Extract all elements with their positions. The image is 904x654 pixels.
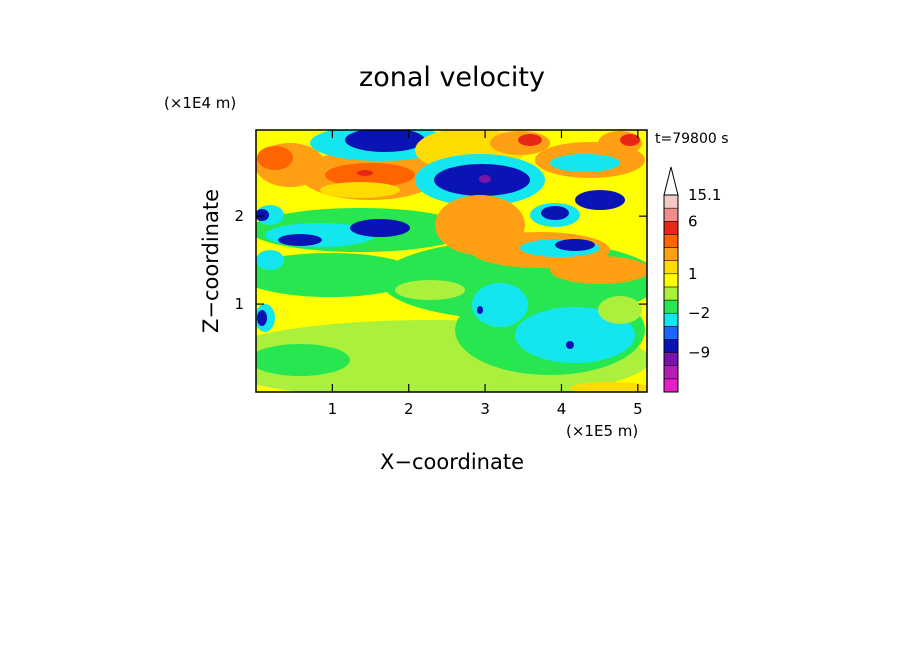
colorbar-band — [663, 194, 679, 209]
time-label: t=79800 s — [655, 131, 729, 147]
colorbar-band — [663, 352, 679, 366]
colorbar-band — [663, 378, 679, 393]
contour-region — [256, 253, 420, 297]
colorbar-tick-label: 15.1 — [688, 186, 721, 204]
contour-region — [395, 280, 465, 300]
plot-frame — [255, 129, 648, 393]
contour-region — [345, 130, 425, 152]
colorbar-band — [663, 326, 679, 340]
contour-regions — [256, 130, 647, 392]
y-axis: 12 — [234, 207, 647, 313]
plot-area — [256, 130, 647, 392]
contour-region — [570, 382, 647, 392]
x-axis-label: X−coordinate — [380, 450, 524, 474]
contour-region — [541, 206, 569, 220]
x-tick-label: 3 — [480, 400, 490, 418]
x-axis: 1 2 3 4 5 — [328, 130, 643, 418]
contour-region — [515, 307, 635, 363]
contour-region — [256, 250, 284, 270]
colorbar-band — [663, 207, 679, 222]
colorbar-band — [663, 260, 679, 275]
contour-region — [550, 154, 620, 172]
contour-region — [278, 234, 322, 246]
contour-region — [598, 296, 642, 324]
contour-region — [575, 190, 625, 210]
colorbar-extend-arrow — [663, 166, 679, 196]
contour-region — [257, 146, 293, 170]
contour-region — [566, 341, 574, 349]
colorbar-tick-label: −2 — [688, 304, 710, 322]
y-axis-label: Z−coordinate — [199, 189, 223, 333]
colorbar-band — [663, 247, 679, 261]
colorbar-band — [663, 299, 679, 314]
contour-region — [256, 209, 269, 221]
x-tick-label: 1 — [328, 400, 338, 418]
x-tick-label: 4 — [557, 400, 567, 418]
y-tick-label: 1 — [234, 295, 244, 313]
contour-region — [479, 175, 491, 183]
x-tick-label: 5 — [633, 400, 643, 418]
x-axis-unit: (×1E5 m) — [566, 422, 638, 440]
contour-region — [357, 170, 373, 176]
contour-region — [555, 239, 595, 251]
colorbar-tick-label: 6 — [688, 212, 698, 230]
contour-region — [550, 256, 647, 284]
chart-title: zonal velocity — [359, 62, 545, 93]
colorbar-band — [663, 286, 679, 301]
colorbar-band — [663, 234, 679, 248]
colorbar-tick-label: −9 — [688, 344, 710, 362]
y-tick-label: 2 — [234, 207, 244, 225]
colorbar-band — [663, 312, 679, 327]
colorbar-band — [663, 221, 679, 235]
colorbar-tick-label: 1 — [688, 265, 698, 283]
contour-region — [472, 283, 528, 327]
colorbar-band — [663, 273, 679, 288]
contour-region — [320, 182, 400, 198]
contour-region — [620, 134, 640, 146]
y-axis-unit: (×1E4 m) — [164, 94, 236, 112]
contour-region — [518, 134, 542, 146]
colorbar: −9 −2 1 6 15.1 — [663, 166, 721, 393]
contour-region — [477, 306, 483, 314]
colorbar-band — [663, 365, 679, 380]
contour-region — [257, 310, 267, 326]
contour-region — [350, 219, 410, 237]
contour-region — [256, 344, 350, 376]
x-tick-label: 2 — [404, 400, 414, 418]
colorbar-band — [663, 339, 679, 353]
